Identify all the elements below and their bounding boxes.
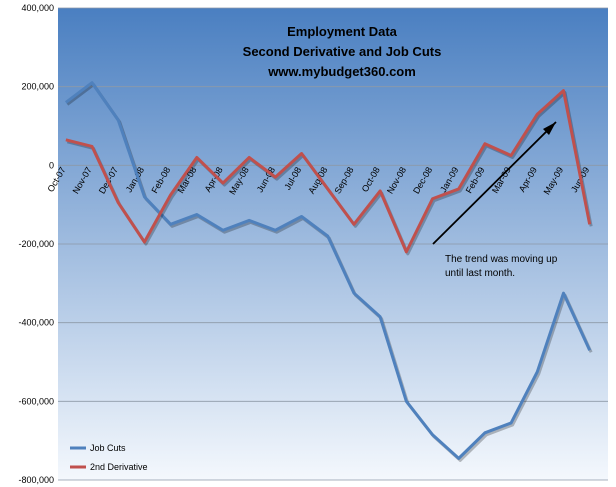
gridlines — [58, 7, 608, 481]
series-line-job-cuts — [64, 81, 592, 460]
legend: Job Cuts 2nd Derivative — [70, 443, 148, 472]
y-tick-label: 200,000 — [21, 82, 54, 92]
y-tick-label: -600,000 — [18, 396, 54, 406]
legend-label-job-cuts: Job Cuts — [90, 443, 126, 453]
y-tick-label: -800,000 — [18, 475, 54, 485]
trend-arrowhead — [543, 122, 556, 135]
title-line-1: Employment Data — [287, 24, 398, 39]
y-tick-label: -400,000 — [18, 318, 54, 328]
title-line-2: Second Derivative and Job Cuts — [243, 44, 442, 59]
series-lines — [64, 81, 593, 462]
legend-label-2nd-derivative: 2nd Derivative — [90, 462, 148, 472]
y-axis-ticks: 400,000 200,000 0 -200,000 -400,000 -600,000 -… — [18, 3, 54, 485]
y-tick-label: -200,000 — [18, 239, 54, 249]
annotation-line-2: until last month. — [445, 268, 515, 279]
title-line-3: www.mybudget360.com — [267, 64, 416, 79]
trend-arrow — [432, 121, 557, 245]
y-tick-label: 0 — [49, 160, 54, 170]
annotation-line-1: The trend was moving up — [445, 254, 558, 265]
y-tick-label: 400,000 — [21, 3, 54, 13]
trend-annotation: The trend was moving up until last month… — [432, 121, 558, 279]
series-line-2nd-derivative — [65, 89, 592, 254]
chart-title: Employment Data Second Derivative and Jo… — [243, 24, 442, 79]
